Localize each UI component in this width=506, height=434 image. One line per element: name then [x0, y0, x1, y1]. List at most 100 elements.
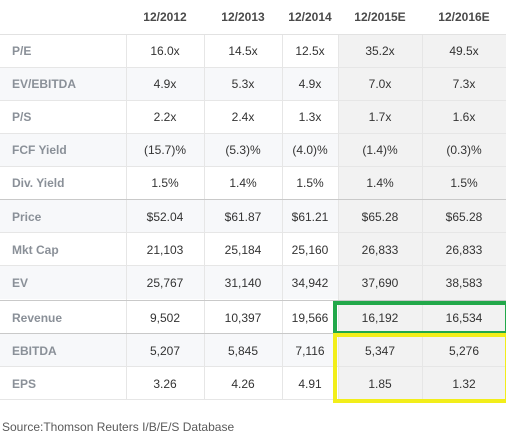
row-divider	[0, 399, 506, 400]
table-row: FCF Yield (15.7)% (5.3)% (4.0)% (1.4)% (…	[0, 133, 506, 166]
table-cell: 2.2x	[153, 109, 177, 124]
table-row: EPS 3.26 4.26 4.91 1.85 1.32	[0, 367, 506, 400]
section-divider	[0, 199, 506, 200]
table-cell: 4.9x	[153, 76, 177, 91]
table-cell: 5,347	[364, 343, 396, 358]
table-cell: $61.21	[291, 209, 329, 224]
row-label: EV/EBITDA	[12, 76, 77, 91]
table-row: P/S 2.2x 2.4x 1.3x 1.7x 1.6x	[0, 100, 506, 133]
table-cell: 4.26	[231, 376, 255, 391]
table-cell: 5.3x	[231, 76, 255, 91]
table-row: Price $52.04 $61.87 $61.21 $65.28 $65.28	[0, 200, 506, 233]
table-cell: 16.0x	[150, 43, 180, 58]
table-cell: 35.2x	[365, 43, 395, 58]
table-cell: 34,942	[291, 275, 329, 290]
table-cell: (0.3)%	[446, 142, 482, 157]
column-divider	[204, 34, 205, 399]
ebitda-eps-estimate-highlight	[333, 333, 506, 403]
table-row: EV/EBITDA 4.9x 5.3x 4.9x 7.0x 7.3x	[0, 67, 506, 100]
table-row: Div. Yield 1.5% 1.4% 1.5% 1.4% 1.5%	[0, 166, 506, 199]
table-cell: (4.0)%	[292, 142, 328, 157]
table-cell: 2.4x	[231, 109, 255, 124]
row-label: EV	[12, 275, 29, 290]
table-cell: $52.04	[146, 209, 184, 224]
table-cell: 49.5x	[449, 43, 479, 58]
table-cell: (15.7)%	[143, 142, 187, 157]
table-cell: $65.28	[361, 209, 399, 224]
table-cell: 4.9x	[298, 76, 322, 91]
row-divider	[0, 265, 506, 266]
row-label: Revenue	[12, 310, 63, 325]
table-cell: 12.5x	[295, 43, 325, 58]
table-cell: 5,845	[227, 343, 259, 358]
table-row: Revenue 9,502 10,397 19,566 16,192 16,53…	[0, 301, 506, 334]
column-header: 12/2016E	[438, 10, 490, 24]
row-divider	[0, 67, 506, 68]
table-cell: 31,140	[224, 275, 262, 290]
row-label: P/S	[12, 109, 32, 124]
table-cell: 37,690	[361, 275, 399, 290]
table-cell: 25,184	[224, 242, 262, 257]
table-cell: 25,160	[291, 242, 329, 257]
row-divider	[0, 100, 506, 101]
table-cell: 4.91	[298, 376, 322, 391]
row-divider	[0, 232, 506, 233]
column-header: 12/2012	[143, 10, 187, 24]
table-row: Mkt Cap 21,103 25,184 25,160 26,833 26,8…	[0, 233, 506, 266]
row-label: P/E	[12, 43, 32, 58]
table-cell: 1.4%	[366, 175, 394, 190]
table-row: P/E 16.0x 14.5x 12.5x 35.2x 49.5x	[0, 34, 506, 67]
table-cell: (5.3)%	[225, 142, 261, 157]
row-label: EBITDA	[12, 343, 57, 358]
table-cell: 26,833	[361, 242, 399, 257]
table-cell: 3.26	[153, 376, 177, 391]
revenue-estimate-highlight	[333, 301, 506, 335]
row-label: Div. Yield	[12, 175, 65, 190]
table-cell: 1.5%	[450, 175, 478, 190]
table-cell: 10,397	[224, 310, 262, 325]
column-header: 12/2015E	[354, 10, 406, 24]
row-divider	[0, 366, 506, 367]
row-tint	[0, 68, 338, 101]
section-divider	[0, 333, 506, 334]
row-tint	[0, 134, 338, 167]
table-cell: 1.7x	[368, 109, 392, 124]
table-cell: 1.5%	[151, 175, 179, 190]
table-cell: 1.32	[452, 376, 476, 391]
row-label: Price	[12, 209, 42, 224]
row-label: EPS	[12, 376, 37, 391]
section-divider	[0, 300, 506, 301]
source-note: Source:Thomson Reuters I/B/E/S Database	[2, 420, 235, 434]
row-tint	[0, 200, 338, 233]
table-cell: 16,192	[361, 310, 399, 325]
row-divider	[0, 133, 506, 134]
row-label: FCF Yield	[12, 142, 67, 157]
table-cell: 9,502	[149, 310, 181, 325]
table-cell: (1.4)%	[362, 142, 398, 157]
table-cell: $65.28	[445, 209, 483, 224]
column-divider	[422, 34, 423, 399]
table-cell: $61.87	[224, 209, 262, 224]
table-cell: 38,583	[445, 275, 483, 290]
table-cell: 5,276	[448, 343, 480, 358]
row-divider	[0, 166, 506, 167]
column-divider	[126, 34, 127, 399]
table-cell: 1.3x	[298, 109, 322, 124]
row-tint	[0, 266, 338, 299]
table-row: EV 25,767 31,140 34,942 37,690 38,583	[0, 266, 506, 299]
table-cell: 21,103	[146, 242, 184, 257]
table-cell: 1.6x	[452, 109, 476, 124]
table-cell: 5,207	[149, 343, 181, 358]
table-cell: 14.5x	[228, 43, 258, 58]
table-cell: 7.3x	[452, 76, 476, 91]
table-cell: 1.5%	[296, 175, 324, 190]
table-cell: 16,534	[445, 310, 483, 325]
row-tint	[0, 334, 338, 367]
column-header: 12/2014	[288, 10, 332, 24]
column-divider	[338, 34, 339, 399]
table-cell: 25,767	[146, 275, 184, 290]
row-label: Mkt Cap	[12, 242, 59, 257]
table-row: EBITDA 5,207 5,845 7,116 5,347 5,276	[0, 334, 506, 367]
table-cell: 7.0x	[368, 76, 392, 91]
table-cell: 1.85	[368, 376, 392, 391]
